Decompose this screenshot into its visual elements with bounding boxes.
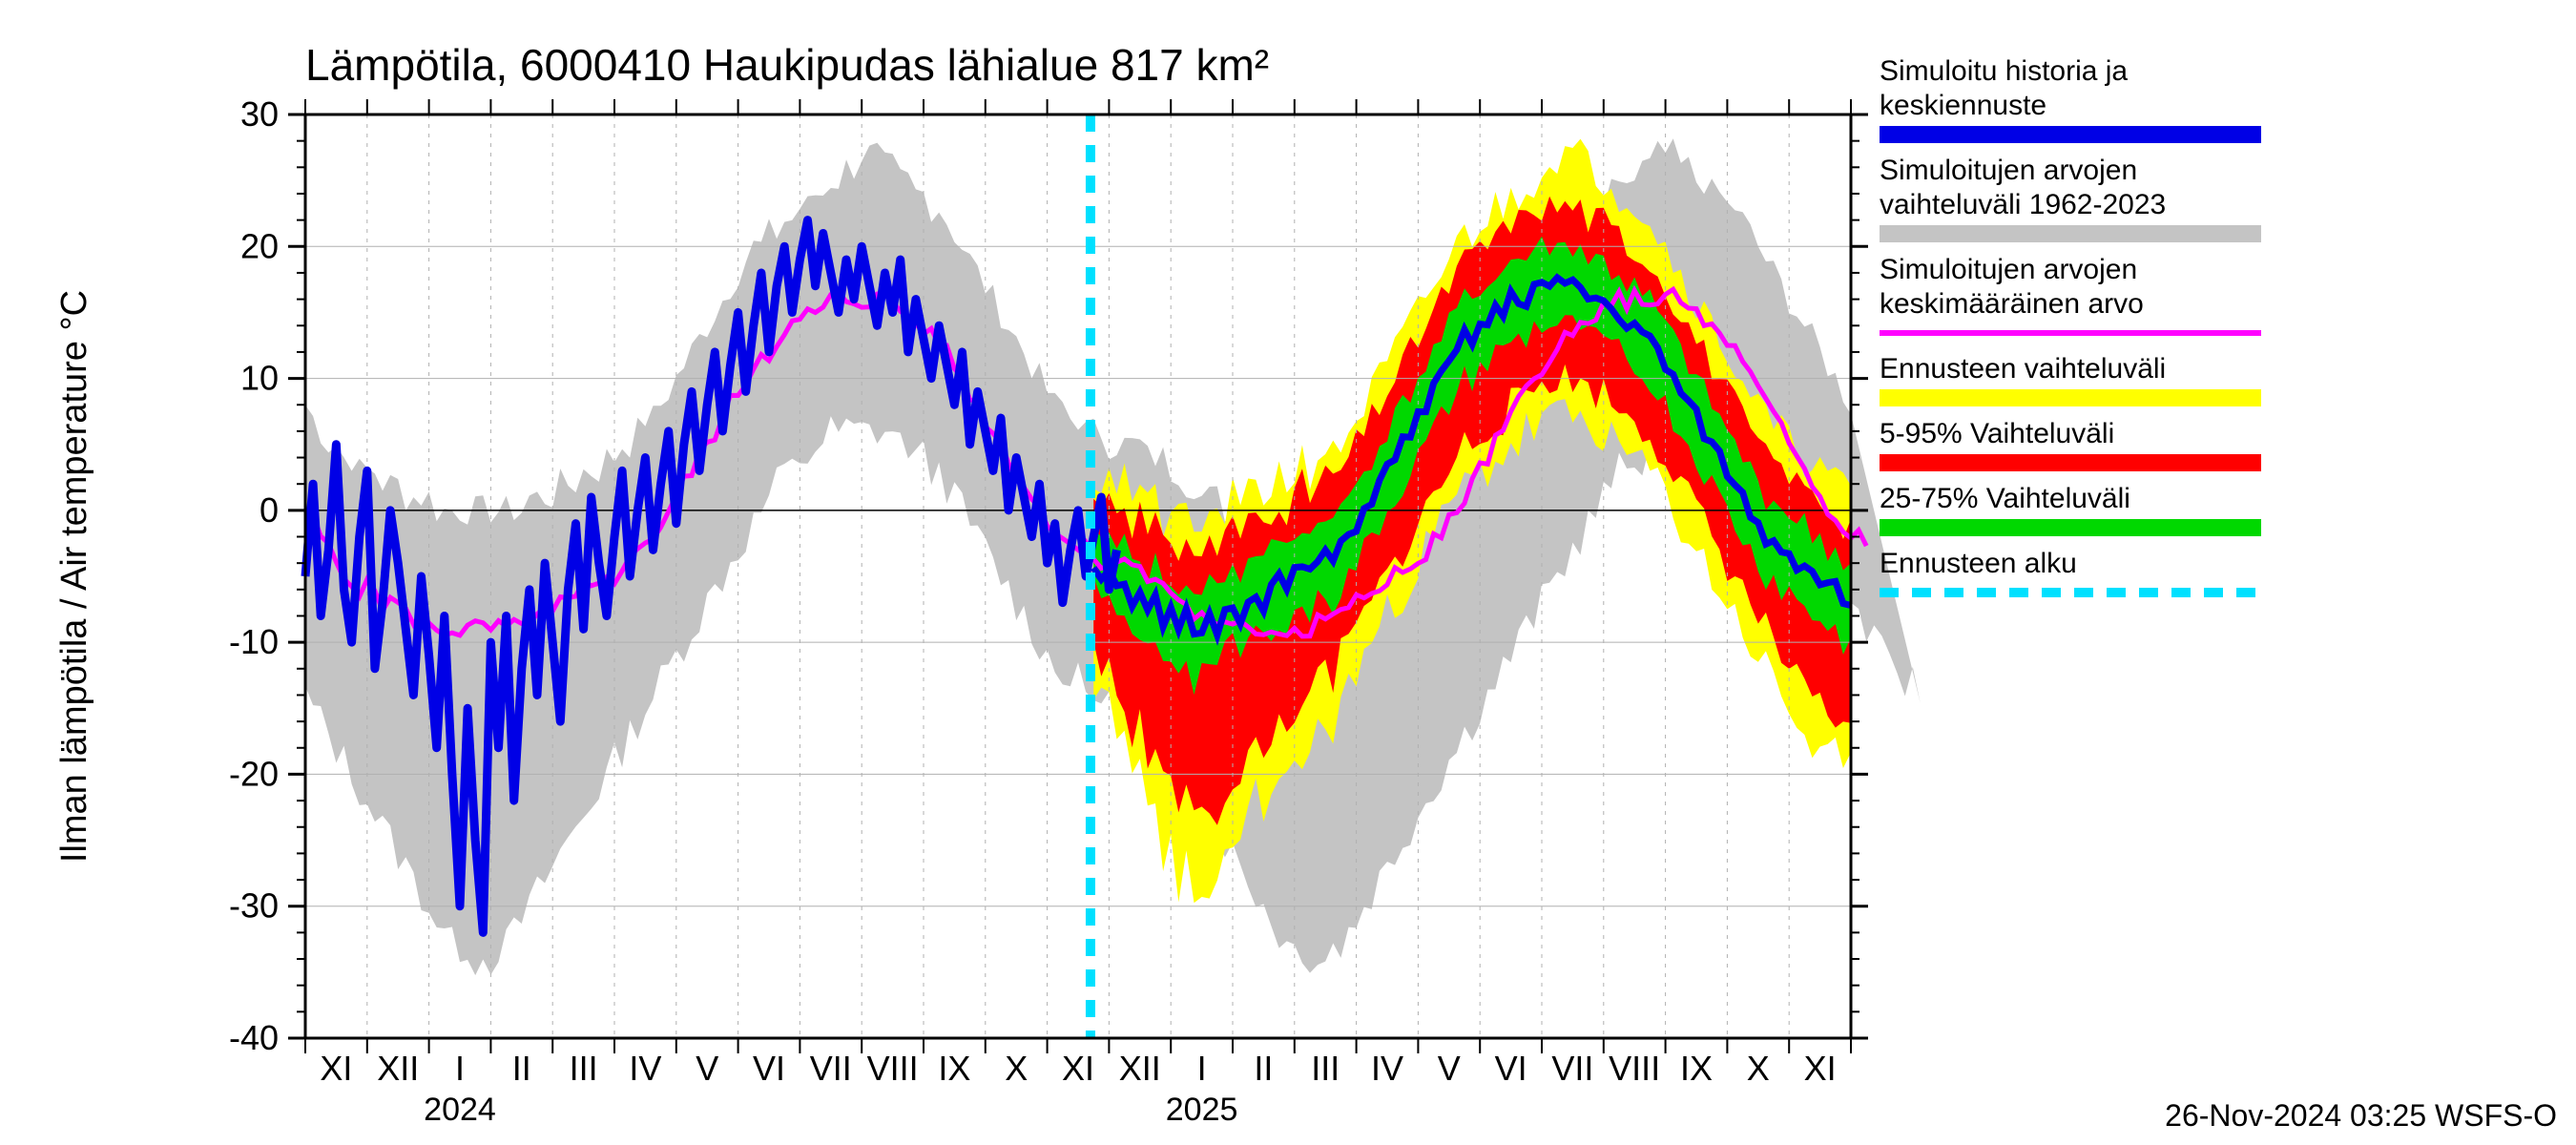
svg-text:-20: -20 [229, 754, 279, 793]
svg-text:I: I [455, 1049, 465, 1088]
svg-text:10: 10 [240, 359, 279, 398]
svg-text:-30: -30 [229, 886, 279, 926]
svg-text:IV: IV [1371, 1049, 1403, 1088]
svg-text:2024: 2024 [424, 1092, 496, 1128]
svg-text:-10: -10 [229, 622, 279, 661]
svg-text:Ennusteen alku: Ennusteen alku [1880, 548, 2077, 579]
svg-text:-40: -40 [229, 1018, 279, 1057]
svg-text:XI: XI [320, 1049, 352, 1088]
svg-text:IX: IX [1680, 1049, 1713, 1088]
svg-text:X: X [1747, 1049, 1770, 1088]
svg-text:vaihteluväli 1962-2023: vaihteluväli 1962-2023 [1880, 189, 2166, 220]
svg-text:5-95% Vaihteluväli: 5-95% Vaihteluväli [1880, 418, 2114, 449]
svg-text:Simuloitu historia ja: Simuloitu historia ja [1880, 55, 2128, 87]
svg-text:keskiennuste: keskiennuste [1880, 90, 2046, 121]
svg-text:XI: XI [1804, 1049, 1837, 1088]
svg-text:VI: VI [1495, 1049, 1527, 1088]
svg-text:VIII: VIII [1609, 1049, 1660, 1088]
svg-text:IV: IV [629, 1049, 661, 1088]
chart-title: Lämpötila, 6000410 Haukipudas lähialue 8… [305, 40, 1269, 90]
svg-text:V: V [1438, 1049, 1461, 1088]
svg-text:IX: IX [938, 1049, 970, 1088]
svg-text:VIII: VIII [867, 1049, 919, 1088]
svg-text:X: X [1005, 1049, 1028, 1088]
footer-timestamp: 26-Nov-2024 03:25 WSFS-O [2165, 1098, 2557, 1133]
svg-text:XI: XI [1062, 1049, 1094, 1088]
svg-text:XII: XII [377, 1049, 419, 1088]
svg-text:2025: 2025 [1166, 1092, 1238, 1128]
svg-text:XII: XII [1119, 1049, 1161, 1088]
svg-text:30: 30 [240, 94, 279, 134]
svg-text:Simuloitujen arvojen: Simuloitujen arvojen [1880, 254, 2137, 285]
svg-text:Ennusteen vaihteluväli: Ennusteen vaihteluväli [1880, 353, 2166, 385]
svg-text:VII: VII [1551, 1049, 1593, 1088]
svg-text:I: I [1197, 1049, 1207, 1088]
temperature-chart: -40-30-20-100102030XIXIIIIIIIIIVVVIVIIVI… [0, 0, 2576, 1145]
svg-text:0: 0 [260, 490, 279, 530]
svg-text:II: II [512, 1049, 531, 1088]
svg-text:II: II [1254, 1049, 1273, 1088]
svg-text:Simuloitujen arvojen: Simuloitujen arvojen [1880, 155, 2137, 186]
svg-text:VII: VII [810, 1049, 852, 1088]
svg-text:keskimääräinen arvo: keskimääräinen arvo [1880, 288, 2144, 320]
svg-text:20: 20 [240, 226, 279, 265]
svg-text:V: V [696, 1049, 718, 1088]
svg-text:III: III [1311, 1049, 1340, 1088]
svg-text:VI: VI [753, 1049, 785, 1088]
y-axis-label: Ilman lämpötila / Air temperature °C [54, 290, 94, 863]
svg-text:25-75% Vaihteluväli: 25-75% Vaihteluväli [1880, 483, 2130, 514]
svg-text:III: III [570, 1049, 598, 1088]
